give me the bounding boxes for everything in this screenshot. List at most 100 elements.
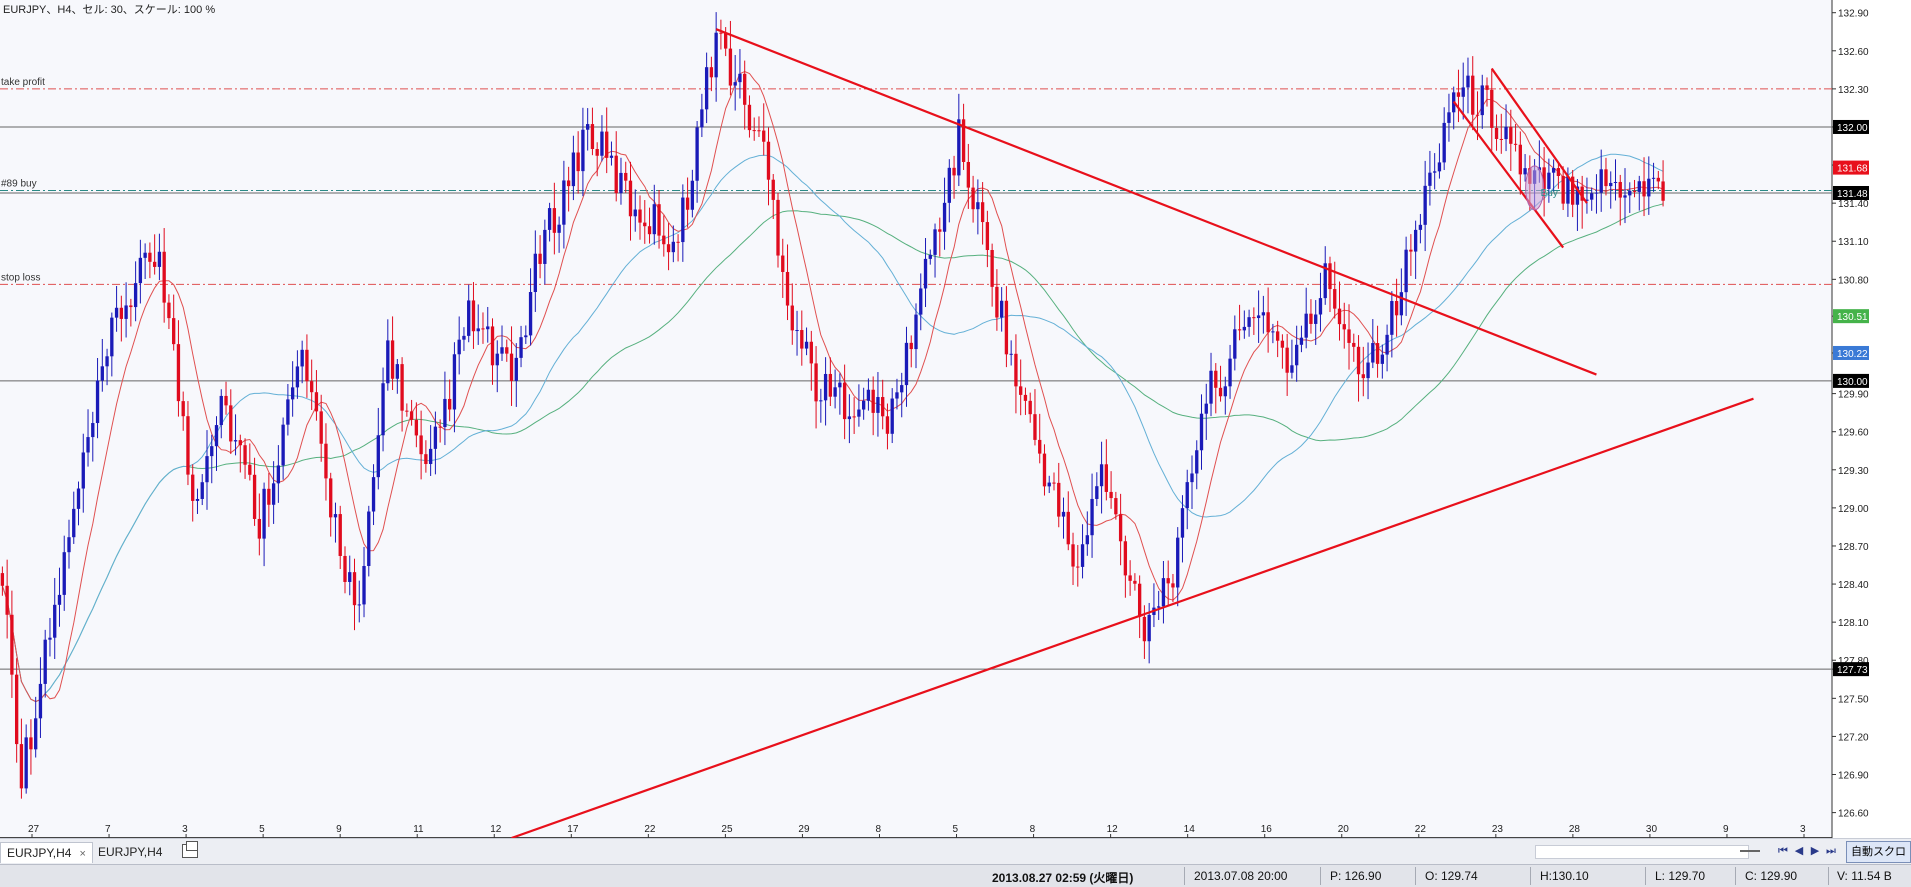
candle-body xyxy=(1466,75,1470,88)
price-label: 130.00 xyxy=(1837,377,1868,388)
candle-body xyxy=(1233,329,1237,359)
candle-body xyxy=(914,314,918,350)
candle-body xyxy=(1485,85,1489,90)
candle-body xyxy=(1123,541,1128,576)
candle-body xyxy=(1428,172,1432,186)
candle-body xyxy=(643,222,647,227)
candle-body xyxy=(395,364,399,379)
candle-body xyxy=(904,342,909,386)
auto-scroll-button[interactable]: 自動スクロール xyxy=(1846,841,1911,878)
candle-body xyxy=(1380,354,1384,364)
status-close: C: 129.90 xyxy=(1745,869,1798,883)
status-divider xyxy=(1415,867,1416,885)
candle-body xyxy=(923,258,928,289)
status-divider xyxy=(1530,867,1531,885)
candle-body xyxy=(105,356,109,367)
x-tick-label: 8 xyxy=(875,824,881,835)
nav-last-button[interactable]: ⏭ xyxy=(1826,845,1836,857)
y-tick-label: 131.40 xyxy=(1838,199,1869,210)
candle-body xyxy=(861,400,866,410)
candle-body xyxy=(386,340,390,384)
candle-body xyxy=(1504,126,1508,140)
candle-body xyxy=(200,482,204,499)
tab-eurjpy-h4[interactable]: EURJPY,H4 xyxy=(92,842,168,862)
candle-body xyxy=(1038,439,1042,454)
candle-body xyxy=(248,464,252,475)
candle-body xyxy=(1518,144,1522,175)
candle-body xyxy=(1390,301,1394,335)
candle-body xyxy=(1480,85,1484,116)
candle-body xyxy=(1014,353,1018,387)
chart-area[interactable]: take profit #89 buy stop loss Buy 132.90 132.… xyxy=(0,0,1870,838)
candle-body xyxy=(1085,535,1089,545)
candlestick-chart[interactable]: take profit #89 buy stop loss Buy 132.90 132.… xyxy=(0,0,1870,838)
candle-body xyxy=(19,744,24,789)
candle-body xyxy=(999,300,1004,318)
candle-body xyxy=(1047,482,1051,487)
tab-close-icon[interactable]: × xyxy=(79,848,86,860)
candle-body xyxy=(414,419,419,436)
candle-body xyxy=(462,335,466,340)
status-divider xyxy=(1184,867,1185,885)
candle-body xyxy=(1323,263,1327,299)
x-tick-label: 12 xyxy=(1107,824,1119,835)
x-tick-label: 9 xyxy=(336,824,342,835)
candle-body xyxy=(1442,122,1446,163)
candle-body xyxy=(1214,370,1218,388)
candle-body xyxy=(866,389,871,401)
trendline xyxy=(1490,67,1588,204)
status-high: H:130.10 xyxy=(1540,869,1589,883)
candle-body xyxy=(919,288,923,315)
nav-first-button[interactable]: ⏮ xyxy=(1778,845,1788,857)
candle-body xyxy=(804,341,809,349)
candle-body xyxy=(1661,181,1665,201)
y-tick-label: 129.60 xyxy=(1838,428,1869,439)
chart-scrollbar[interactable] xyxy=(1535,845,1749,859)
x-tick-label: 16 xyxy=(1261,824,1273,835)
candle-body xyxy=(95,380,100,424)
candle-body xyxy=(1057,482,1061,517)
candle-body xyxy=(267,488,271,505)
new-window-icon[interactable] xyxy=(182,841,198,858)
scrollbar-thumb[interactable] xyxy=(1740,850,1760,852)
y-tick-label: 132.30 xyxy=(1838,85,1869,96)
candle-body xyxy=(1128,575,1132,581)
candle-body xyxy=(1590,193,1594,200)
candle-body xyxy=(728,48,733,86)
candle-body xyxy=(305,349,309,382)
candle-body xyxy=(438,426,442,428)
candle-body xyxy=(1385,334,1389,355)
candle-body xyxy=(14,674,19,745)
candle-body xyxy=(1542,167,1546,189)
x-tick-label: 3 xyxy=(1800,824,1806,835)
candle-body xyxy=(1547,172,1551,189)
candle-body xyxy=(638,209,642,223)
candle-body xyxy=(966,161,971,188)
candle-body xyxy=(1637,181,1641,192)
candle-body xyxy=(1356,346,1361,375)
candle-body xyxy=(1009,353,1013,355)
candle-body xyxy=(1551,168,1556,173)
y-tick-label: 131.10 xyxy=(1838,237,1869,248)
candle-body xyxy=(543,229,547,264)
price-label: 131.68 xyxy=(1837,164,1868,175)
price-label: 127.73 xyxy=(1837,665,1868,676)
status-datetime: 2013.08.27 02:59 (火曜日) xyxy=(992,871,1134,885)
candle-body xyxy=(1490,89,1494,128)
candle-body xyxy=(581,129,585,172)
candle-body xyxy=(1333,289,1337,309)
candle-body xyxy=(471,300,476,332)
candle-body xyxy=(743,73,747,105)
y-tick-label: 127.20 xyxy=(1838,732,1869,743)
nav-next-button[interactable]: ▶ xyxy=(1810,845,1820,857)
candle-body xyxy=(281,424,285,466)
candle-body xyxy=(1371,343,1375,363)
x-tick-label: 14 xyxy=(1184,824,1196,835)
candle-body xyxy=(842,382,847,420)
candle-body xyxy=(723,33,728,49)
nav-prev-button[interactable]: ◀ xyxy=(1794,845,1804,857)
x-tick-label: 23 xyxy=(1492,824,1504,835)
trendline xyxy=(715,28,1597,376)
candle-body xyxy=(1585,199,1589,201)
tab-eurjpy-h4-active[interactable]: EURJPY,H4 × xyxy=(0,842,93,863)
